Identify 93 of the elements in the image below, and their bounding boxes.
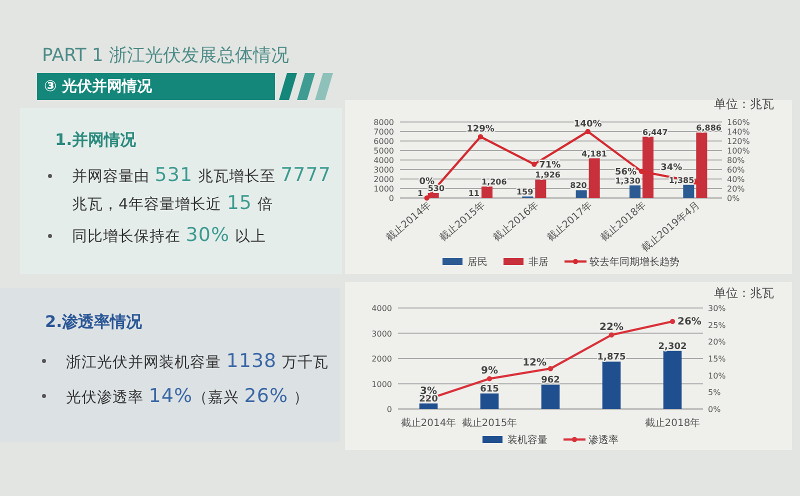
data-label: 1 bbox=[418, 188, 424, 198]
legend-label: 非居 bbox=[528, 256, 548, 268]
data-label: 11 bbox=[468, 188, 480, 198]
text: 1.并网情况 bbox=[55, 130, 136, 151]
text: 2.渗透率情况 bbox=[45, 312, 142, 333]
legend-label: 渗透率 bbox=[588, 434, 618, 446]
text: 浙江光伏并网装机容量 1138 万千瓦 bbox=[66, 349, 330, 374]
bar bbox=[576, 190, 587, 198]
y-tick-label: 1000 bbox=[372, 380, 392, 389]
data-label: 26% bbox=[678, 316, 702, 328]
text: 并网容量由 531 兆瓦增长至 7777 兆瓦，4年容量增长近 15 倍 bbox=[72, 164, 331, 214]
y-tick-label: 7000 bbox=[374, 128, 394, 136]
point bbox=[424, 195, 430, 201]
bar bbox=[480, 393, 499, 409]
y2-tick-label: 0% bbox=[708, 405, 722, 414]
y2-tick-label: 20% bbox=[727, 184, 746, 194]
data-label: 71% bbox=[539, 160, 561, 170]
x-tick-label: 截止2014年 bbox=[400, 417, 456, 429]
legend-label: 装机容量 bbox=[508, 434, 548, 446]
y2-tick-label: 20% bbox=[708, 338, 726, 347]
bar bbox=[683, 184, 694, 198]
y-tick-label: 3000 bbox=[372, 329, 392, 338]
text: 同比增长保持在 30% 以上 bbox=[72, 223, 267, 248]
y-tick-label: 2000 bbox=[372, 354, 392, 364]
data-label: 1,875 bbox=[597, 352, 626, 363]
y2-tick-label: 120% bbox=[727, 137, 750, 146]
y2-tick-label: 60% bbox=[727, 166, 746, 174]
text: 单位：兆瓦 bbox=[714, 286, 774, 300]
x-tick-label: 截止2015年 bbox=[462, 417, 518, 429]
y-tick-label: 0 bbox=[388, 194, 394, 203]
data-label: 1,330 bbox=[615, 176, 641, 186]
bar bbox=[541, 384, 560, 409]
point bbox=[638, 168, 644, 174]
data-label: 22% bbox=[600, 322, 624, 333]
bar bbox=[482, 186, 492, 198]
bar bbox=[663, 350, 682, 409]
text: PART 1 浙江光伏发展总体情况 bbox=[42, 44, 290, 67]
point bbox=[548, 366, 554, 372]
data-label: 9% bbox=[481, 366, 498, 377]
y-tick-label: 3000 bbox=[374, 166, 394, 174]
bar bbox=[602, 362, 621, 409]
data-label: 12% bbox=[522, 358, 546, 369]
y-tick-label: 5000 bbox=[374, 146, 394, 156]
y2-tick-label: 160% bbox=[727, 118, 750, 127]
legend-label: 较去年同期增长趋势 bbox=[590, 256, 680, 268]
data-label: 6,886 bbox=[696, 124, 722, 133]
y-tick-label: 4000 bbox=[372, 304, 392, 313]
bar bbox=[696, 132, 708, 198]
bar bbox=[535, 180, 546, 198]
y-tick-label: 4000 bbox=[374, 156, 394, 165]
data-label: 1,206 bbox=[482, 178, 508, 187]
y-tick-label: 8000 bbox=[374, 118, 394, 127]
y2-tick-label: 30% bbox=[708, 304, 726, 313]
y-tick-label: 2000 bbox=[374, 175, 394, 184]
y-tick-label: 0 bbox=[386, 405, 392, 414]
y-tick-label: 6000 bbox=[374, 137, 394, 146]
data-label: 820 bbox=[570, 181, 588, 190]
data-label: 140% bbox=[574, 120, 602, 130]
data-label: 56% bbox=[614, 167, 636, 178]
text: 光伏渗透率 14%（嘉兴 26% ） bbox=[66, 384, 310, 409]
data-label: 615 bbox=[480, 384, 499, 394]
data-label: 2,302 bbox=[658, 342, 687, 352]
text: ③ 光伏并网情况 bbox=[37, 73, 275, 100]
y2-tick-label: 80% bbox=[727, 156, 746, 165]
data-label: 159 bbox=[516, 187, 534, 196]
data-label: 6,447 bbox=[642, 128, 668, 137]
point bbox=[532, 162, 537, 167]
y2-tick-label: 140% bbox=[727, 128, 750, 136]
bar bbox=[630, 185, 640, 198]
bar bbox=[588, 158, 600, 198]
data-label: 962 bbox=[541, 376, 560, 386]
point bbox=[670, 318, 676, 324]
point bbox=[585, 128, 590, 134]
point bbox=[608, 332, 614, 338]
data-label: 129% bbox=[466, 124, 494, 135]
point bbox=[478, 134, 484, 140]
y2-tick-label: 100% bbox=[727, 146, 750, 156]
legend-label: 居民 bbox=[468, 257, 488, 268]
y2-tick-label: 40% bbox=[727, 175, 746, 184]
y2-tick-label: 5% bbox=[708, 388, 722, 398]
data-label: 4,181 bbox=[582, 149, 608, 158]
data-label: 1,926 bbox=[535, 170, 561, 180]
bar bbox=[419, 403, 438, 409]
y2-tick-label: 15% bbox=[708, 354, 726, 364]
data-label: 34% bbox=[660, 162, 682, 173]
text: 单位：兆瓦 bbox=[714, 97, 774, 111]
y2-tick-label: 10% bbox=[708, 371, 726, 380]
y-tick-label: 1000 bbox=[374, 184, 394, 194]
point bbox=[486, 376, 492, 382]
data-label: 220 bbox=[419, 394, 438, 404]
x-tick-label: 截止2018年 bbox=[644, 417, 700, 429]
y2-tick-label: 0% bbox=[727, 194, 740, 203]
y2-tick-label: 25% bbox=[708, 320, 726, 330]
